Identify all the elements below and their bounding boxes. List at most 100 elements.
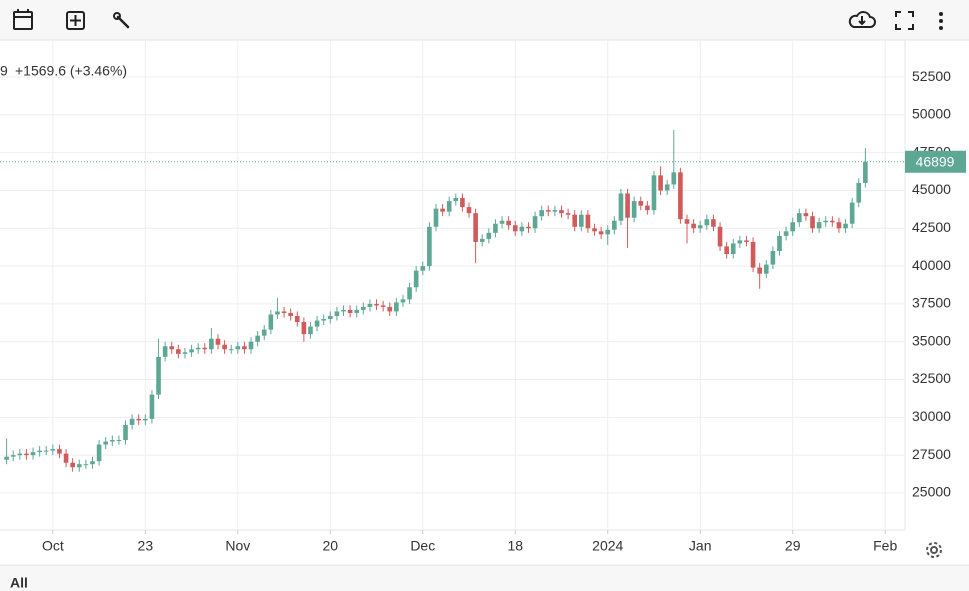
y-tick-label: 42500 (912, 219, 951, 235)
candle-body (433, 208, 439, 227)
candle-body (116, 440, 122, 442)
add-icon[interactable] (66, 11, 85, 30)
candle-body (651, 175, 657, 211)
candle-body (96, 444, 102, 462)
candle-body (37, 450, 42, 453)
candle-body (526, 226, 531, 229)
candle-body (856, 182, 862, 203)
candle-body (261, 329, 267, 336)
candle-body (209, 338, 214, 350)
candle-body (810, 216, 815, 229)
y-tick-label: 45000 (912, 181, 951, 197)
x-tick-label: 2024 (592, 538, 623, 554)
candle-body (678, 172, 683, 220)
x-tick-label: Nov (225, 538, 250, 554)
x-tick-label: 20 (323, 538, 339, 554)
candle-body (109, 440, 115, 442)
candle-body (103, 441, 109, 445)
candle-body (843, 223, 848, 229)
candle-body (585, 214, 591, 229)
candle-body (314, 320, 320, 327)
candle-body (565, 213, 571, 215)
candle-body (50, 449, 56, 451)
candle-body (182, 352, 188, 354)
candle-body (215, 338, 221, 345)
labels: 25000 27500 30000 32500 35000 37500 40000 42500… (0, 68, 966, 554)
candles (4, 129, 868, 472)
candle-body (704, 219, 710, 226)
candle-body (30, 452, 36, 456)
candle-body (545, 210, 551, 212)
candle-body (327, 316, 333, 320)
candle-body (156, 356, 161, 395)
candle-body (519, 226, 525, 232)
y-tick-label: 35000 (912, 332, 951, 348)
candle-body (631, 201, 637, 218)
last-price-label: 46899 (916, 153, 955, 169)
candle-body (407, 287, 412, 300)
range-tab[interactable]: All (10, 575, 28, 591)
candle-body (228, 349, 234, 351)
candle-body (473, 213, 478, 242)
candle-body (17, 453, 23, 456)
y-tick-label: 40000 (912, 257, 951, 273)
candle-body (129, 418, 135, 425)
fullscreen-icon[interactable] (895, 11, 914, 30)
candle-body (123, 424, 128, 441)
x-tick-label: Dec (410, 538, 435, 554)
x-tick-label: Oct (42, 538, 64, 554)
candle-body (684, 219, 690, 224)
candle-body (645, 205, 650, 211)
y-tick-label: 50000 (912, 106, 951, 122)
candle-body (24, 453, 29, 456)
candle-body (711, 219, 716, 227)
candle-body (658, 175, 663, 191)
candle-body (195, 347, 201, 350)
candle-body (499, 220, 505, 224)
candle-body (275, 311, 280, 315)
gear-icon[interactable] (926, 542, 942, 558)
candle-body (387, 306, 393, 312)
candle-body (697, 225, 703, 229)
candle-body (413, 270, 419, 288)
candle-body (493, 223, 498, 233)
candle-body (222, 344, 227, 350)
candle-body (579, 214, 584, 227)
candle-body (347, 309, 353, 313)
candle-body (63, 453, 69, 463)
candle-body (730, 243, 736, 254)
candle-body (367, 303, 373, 307)
candle-body (255, 335, 260, 342)
candle-body (149, 394, 155, 419)
more-icon[interactable] (939, 12, 943, 30)
candle-body (830, 220, 835, 223)
candle-body (512, 225, 518, 232)
candle-body (354, 309, 360, 313)
candle-body (136, 418, 142, 421)
candle-body (612, 220, 617, 230)
candle-body (552, 210, 558, 212)
last-price-box (905, 150, 966, 173)
candle-body (341, 309, 346, 312)
y-tick-label: 30000 (912, 408, 951, 424)
candle-body (294, 316, 300, 323)
candle-body (446, 201, 452, 212)
candle-body (750, 241, 756, 268)
download-icon[interactable] (848, 11, 876, 28)
candle-body (189, 349, 194, 353)
legend-prefix: 9 (0, 63, 8, 79)
candle-body (321, 319, 326, 321)
candle-body (76, 464, 82, 468)
candle-body (460, 198, 465, 208)
candle-body (162, 346, 168, 357)
y-tick-label: 37500 (912, 295, 951, 311)
calendar-icon[interactable] (13, 9, 33, 30)
candle-body (400, 299, 406, 303)
candle-body (374, 303, 379, 306)
candle-body (532, 216, 538, 229)
candle-body (796, 213, 802, 223)
candle-body (763, 264, 769, 274)
candle-body (757, 267, 762, 274)
settings-wrench-icon[interactable] (113, 12, 130, 29)
candle-body (235, 346, 241, 350)
